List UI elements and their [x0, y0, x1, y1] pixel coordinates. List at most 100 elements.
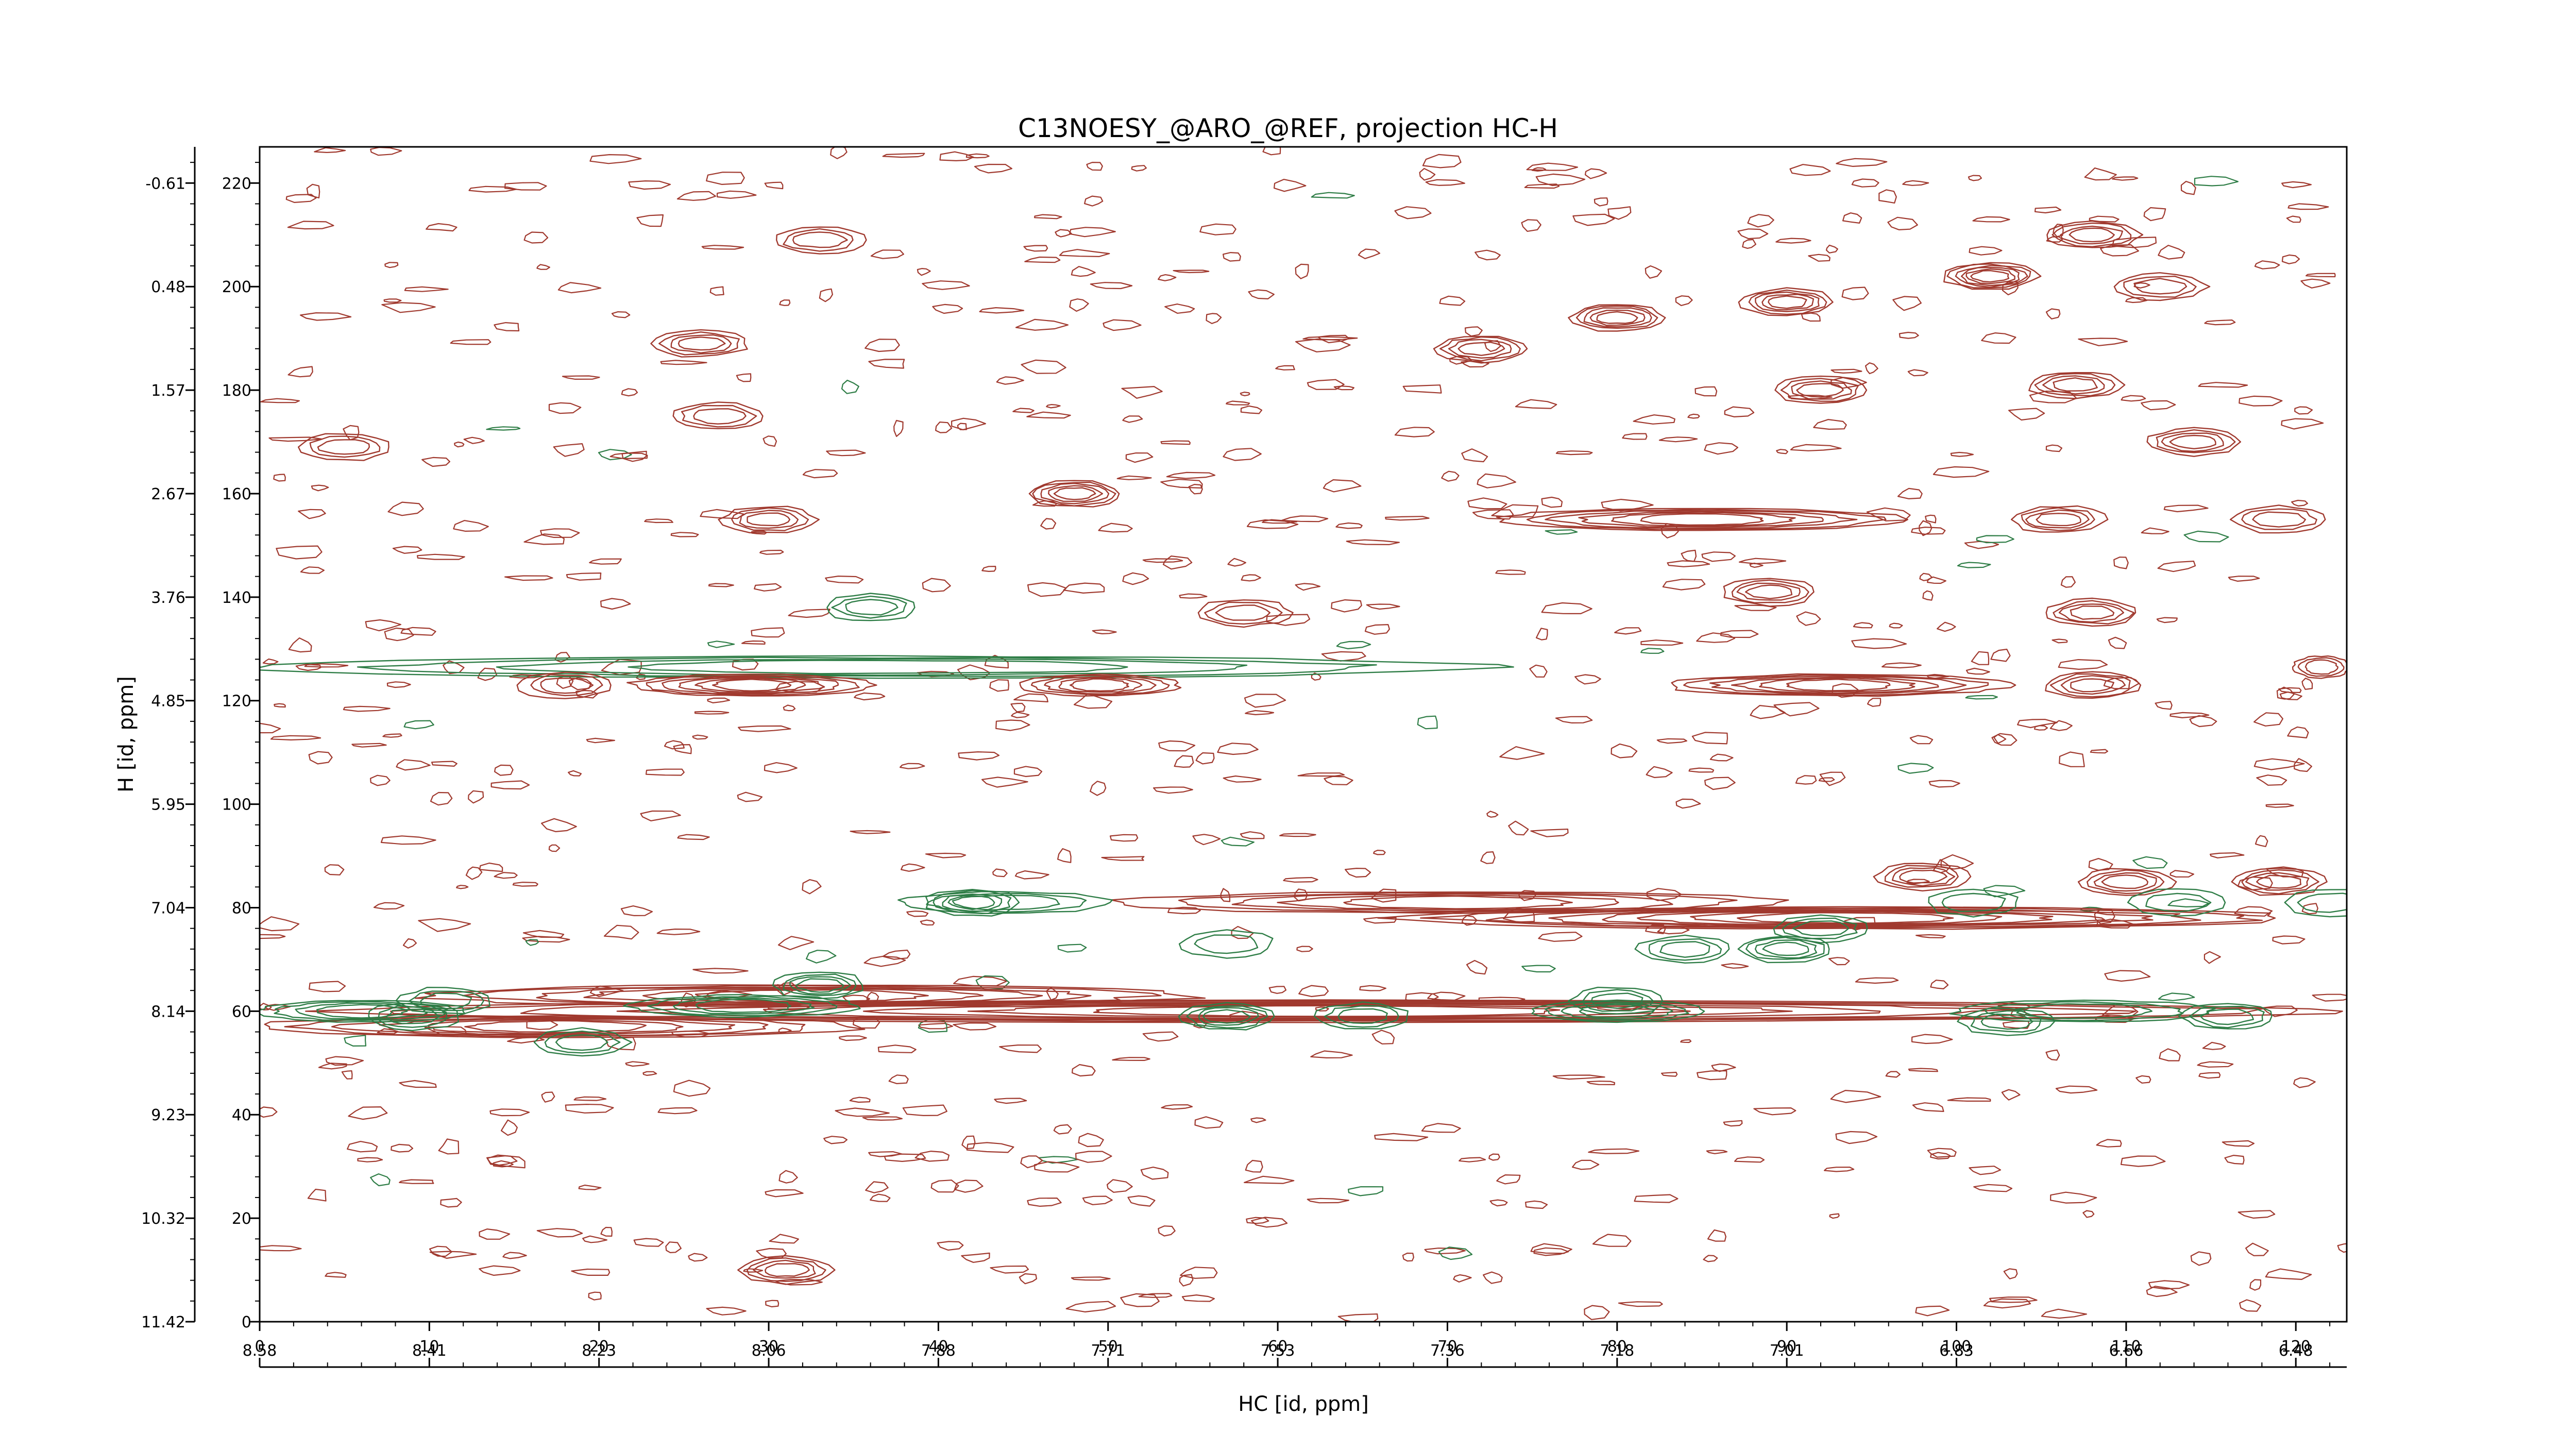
noise-contour	[958, 751, 1000, 761]
noise-contour	[512, 882, 538, 887]
band-contour	[428, 1019, 684, 1034]
y-index-tick-label: 100	[222, 796, 251, 814]
noise-contour	[1302, 336, 1358, 341]
peak-contour	[650, 329, 748, 358]
noise-contour	[1508, 820, 1529, 836]
noise-contour	[2254, 260, 2280, 269]
noise-contour	[1109, 834, 1139, 842]
noise-contour	[765, 1189, 804, 1198]
band-contour	[1377, 906, 2276, 930]
noise-contour	[1034, 214, 1062, 220]
peak-contour	[718, 506, 820, 533]
peak-contour	[1324, 1005, 1399, 1028]
peak-contour	[1634, 934, 1730, 964]
noise-contour	[387, 501, 424, 516]
noise-contour	[2034, 206, 2062, 214]
noise-contour	[707, 641, 735, 648]
noise-contour	[347, 1141, 378, 1153]
peak-contour	[1791, 380, 1852, 400]
noise-contour	[706, 172, 745, 185]
noise-contour	[2055, 1085, 2098, 1094]
noise-contour	[1773, 702, 1820, 717]
peak-contour	[1202, 1009, 1251, 1024]
peak-contour	[1762, 941, 1809, 956]
band-contour	[1044, 676, 1157, 695]
noise-contour	[1488, 1153, 1500, 1161]
noise-contour	[1981, 332, 2016, 344]
noise-contour	[1489, 1199, 1508, 1207]
noise-contour	[1348, 1186, 1384, 1197]
noise-contour	[1179, 1274, 1194, 1287]
band-contour	[264, 1015, 866, 1038]
x-index-tick-label: 40	[928, 1338, 948, 1356]
peak-contour	[1040, 482, 1110, 504]
noise-contour	[1919, 572, 1933, 581]
peak-contour	[1723, 578, 1815, 607]
noise-contour	[1687, 413, 1700, 419]
noise-contour	[882, 153, 925, 158]
noise-contour	[1336, 641, 1371, 649]
noise-contour	[694, 711, 730, 715]
noise-contour	[373, 902, 405, 910]
band-contour	[1640, 513, 1764, 526]
y-index-tick-label: 140	[222, 589, 251, 607]
noise-contour	[2194, 176, 2239, 187]
noise-contour	[1801, 312, 1821, 322]
peak-contour	[845, 599, 899, 616]
noise-contour	[260, 916, 300, 932]
band-contour	[616, 1002, 2027, 1021]
noise-contour	[819, 288, 833, 302]
noise-contour	[1014, 870, 1049, 880]
noise-contour	[1808, 254, 1831, 262]
peak-contour	[1970, 270, 2010, 283]
noise-contour	[2050, 1191, 2097, 1204]
y-index-tick-label: 200	[222, 278, 251, 296]
noise-contour	[589, 558, 622, 565]
noise-contour	[1611, 743, 1638, 759]
noise-contour	[1131, 165, 1147, 172]
noise-contour	[1374, 1133, 1429, 1141]
noise-contour	[621, 450, 647, 462]
noise-contour	[917, 268, 931, 276]
band-contour	[678, 677, 825, 694]
noise-contour	[1892, 296, 1922, 311]
noise-contour	[2078, 338, 2128, 346]
peak-contour	[2077, 868, 2177, 896]
y-ppm-tick-label: 2.67	[151, 485, 185, 503]
noise-contour	[2210, 852, 2245, 858]
noise-contour	[868, 359, 905, 369]
noise-contour	[1897, 763, 1934, 774]
noise-contour	[1459, 1157, 1486, 1162]
noise-contour	[1250, 1217, 1288, 1228]
peak-contour	[385, 1008, 440, 1024]
noise-contour	[1836, 158, 1888, 167]
peak-contour	[2113, 272, 2211, 301]
band-contour	[712, 679, 792, 692]
noise-contour	[486, 1155, 526, 1169]
noise-contour	[1281, 515, 1329, 523]
noise-contour	[1307, 1198, 1349, 1204]
peak-contour	[2284, 889, 2347, 918]
noise-contour	[888, 1074, 909, 1084]
band-contour	[1786, 679, 1891, 692]
noise-contour	[1142, 1031, 1179, 1042]
noise-contour	[426, 223, 457, 232]
y-ppm-tick-label: 1.57	[151, 382, 185, 400]
noise-contour	[1084, 195, 1104, 207]
noise-contour	[1359, 985, 1386, 991]
noise-contour	[609, 452, 648, 460]
noise-contour	[2198, 1072, 2221, 1079]
noise-contour	[377, 1028, 399, 1035]
peak-contour	[776, 226, 867, 255]
noise-contour	[1908, 1068, 1938, 1072]
noise-contour	[1223, 252, 1241, 262]
noise-contour	[644, 518, 673, 524]
noise-contour	[951, 417, 986, 431]
band-contour	[696, 999, 791, 1013]
noise-contour	[262, 658, 279, 665]
noise-contour	[557, 282, 602, 294]
x-index-tick-label: 70	[1437, 1338, 1457, 1356]
noise-contour	[611, 311, 631, 318]
noise-contour	[1825, 244, 1838, 254]
band-contour	[2297, 657, 2345, 677]
